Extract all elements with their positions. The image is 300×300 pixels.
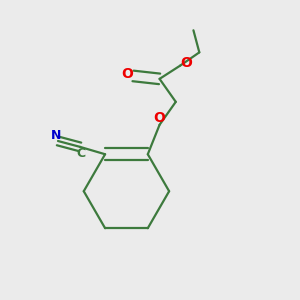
Text: N: N	[50, 129, 61, 142]
Text: C: C	[76, 147, 85, 160]
Text: O: O	[180, 56, 192, 70]
Text: O: O	[121, 67, 133, 81]
Text: O: O	[153, 111, 165, 125]
